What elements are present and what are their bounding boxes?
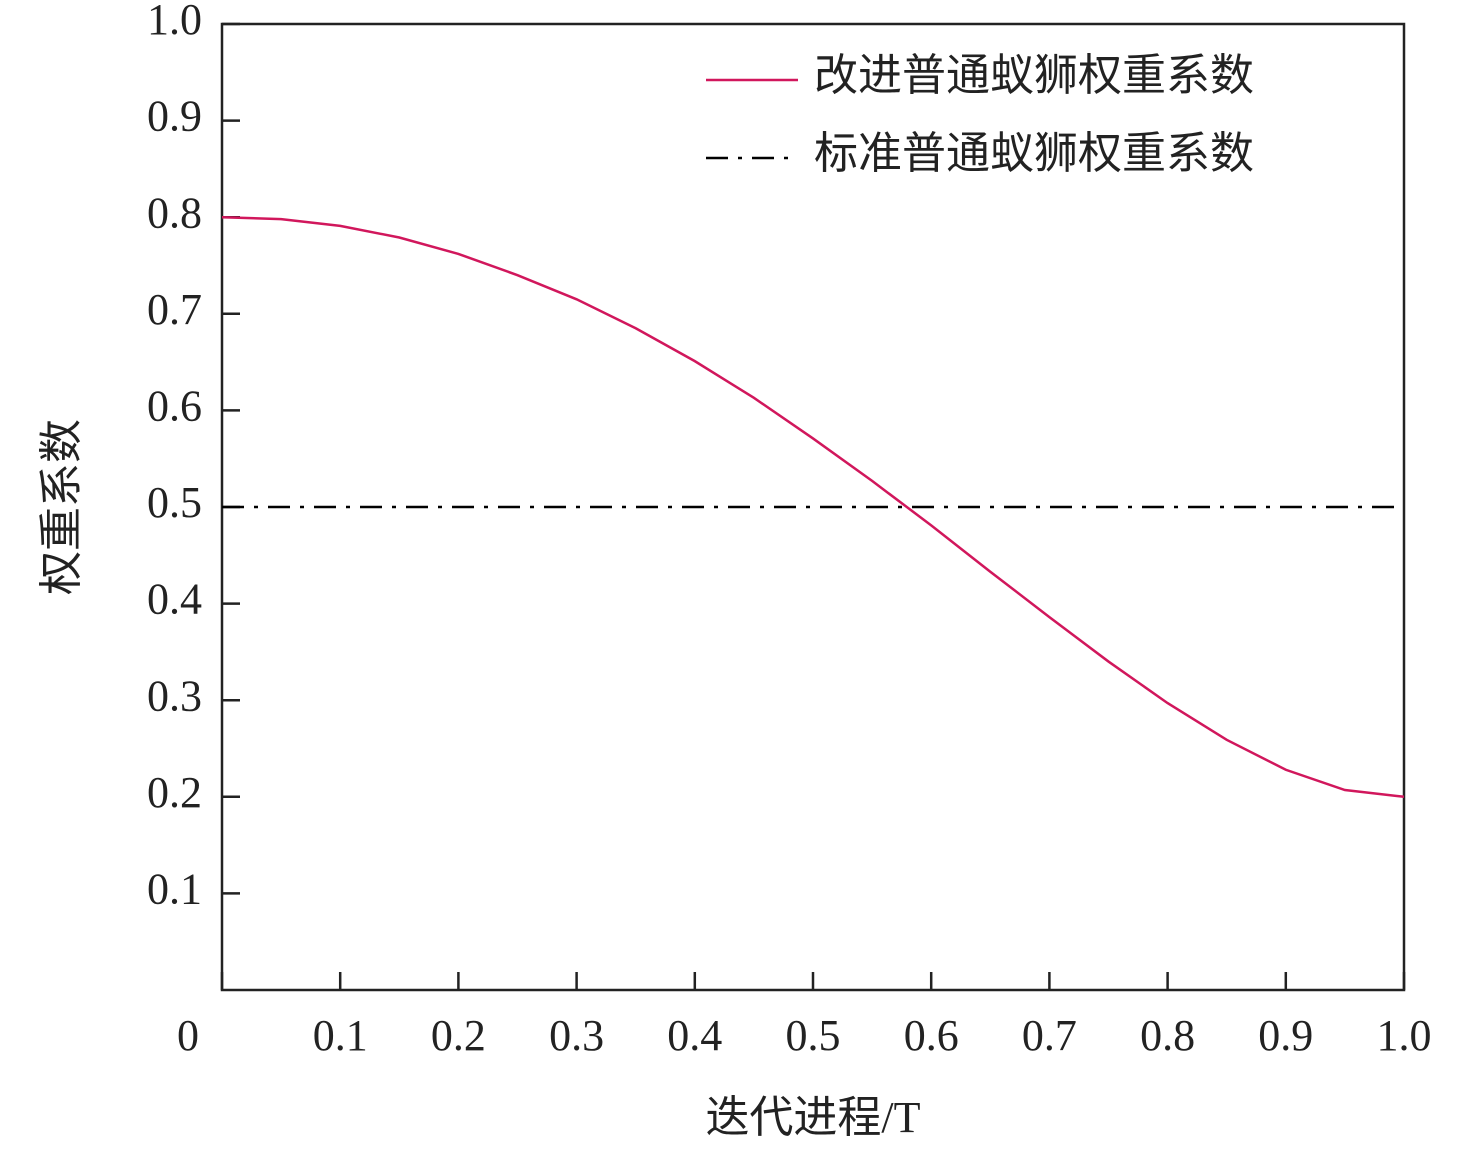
x-tick-label: 0.9 <box>1258 1011 1313 1060</box>
x-tick-label: 0.6 <box>904 1011 959 1060</box>
y-tick-label: 0.3 <box>147 671 202 720</box>
y-tick-label: 1.0 <box>147 0 202 44</box>
x-tick-label: 0 <box>177 1011 199 1060</box>
x-tick-label: 0.1 <box>313 1011 368 1060</box>
legend-label: 改进普通蚁狮权重系数 <box>814 51 1254 100</box>
y-tick-label: 0.7 <box>147 285 202 334</box>
y-tick-label: 0.5 <box>147 478 202 527</box>
y-tick-label: 0.8 <box>147 188 202 237</box>
x-tick-label: 0.8 <box>1140 1011 1195 1060</box>
x-tick-label: 0.5 <box>786 1011 841 1060</box>
y-tick-label: 0.2 <box>147 768 202 817</box>
y-tick-label: 0.6 <box>147 381 202 430</box>
x-tick-label: 0.3 <box>549 1011 604 1060</box>
y-tick-label: 0.1 <box>147 864 202 913</box>
x-tick-label: 0.2 <box>431 1011 486 1060</box>
y-tick-label: 0.4 <box>147 575 202 624</box>
legend-label: 标准普通蚁狮权重系数 <box>814 129 1254 178</box>
y-axis-label: 权重系数 <box>37 419 86 595</box>
x-tick-label: 0.7 <box>1022 1011 1077 1060</box>
x-axis-label: 迭代进程/T <box>705 1093 920 1142</box>
y-tick-label: 0.9 <box>147 92 202 141</box>
series-line <box>221 215 1405 799</box>
x-tick-label: 1.0 <box>1377 1011 1432 1060</box>
x-tick-label: 0.4 <box>667 1011 722 1060</box>
